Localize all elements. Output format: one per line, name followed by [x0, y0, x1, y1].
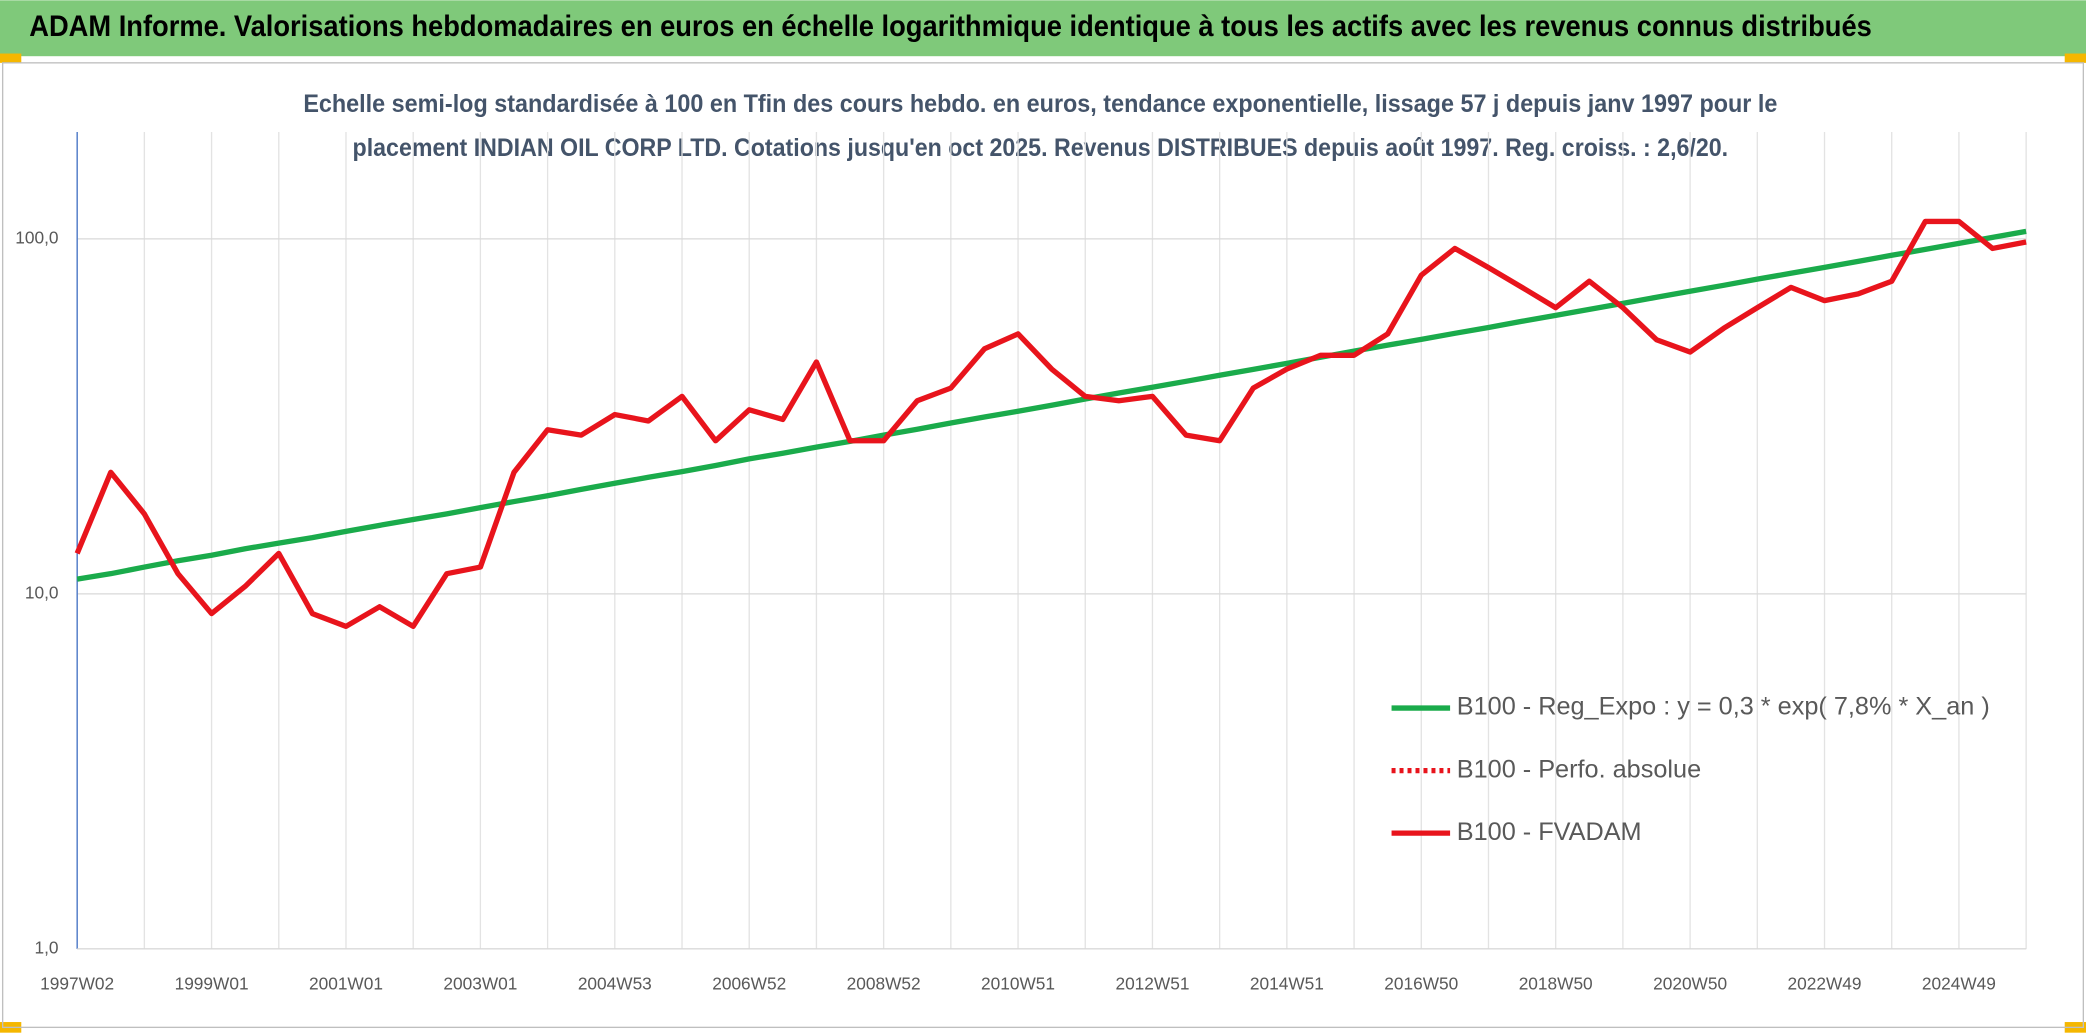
x-tick-label: 2006W52 — [712, 973, 786, 993]
x-tick-label: 2012W51 — [1115, 973, 1189, 993]
x-tick-label: 2018W50 — [1519, 973, 1593, 993]
legend-label: B100 - Reg_Expo : y = 0,3 * exp( 7,8% * … — [1457, 693, 1990, 721]
x-tick-label: 2022W49 — [1788, 973, 1862, 993]
x-tick-label: 2016W50 — [1384, 973, 1458, 993]
x-tick-label: 2003W01 — [443, 973, 517, 993]
x-tick-label: 2020W50 — [1653, 973, 1727, 993]
x-tick-label: 1999W01 — [175, 973, 249, 993]
chart-subtitle: placement INDIAN OIL CORP LTD. Cotations… — [353, 134, 1729, 162]
data-line — [76, 228, 2027, 582]
x-tick-label: 2010W51 — [981, 973, 1055, 993]
legend-label: B100 - Perfo. absolue — [1457, 755, 1701, 783]
y-tick-label: 100,0 — [15, 227, 58, 247]
x-tick-label: 2014W51 — [1250, 973, 1324, 993]
title-banner — [0, 0, 2086, 57]
y-tick-label: 10,0 — [25, 582, 59, 602]
chart-subtitle: Echelle semi-log standardisée à 100 en T… — [303, 90, 1777, 118]
x-tick-label: 2001W01 — [309, 973, 383, 993]
y-tick-label: 1,0 — [35, 937, 59, 957]
x-tick-label: 2008W52 — [847, 973, 921, 993]
legend-label: B100 - FVADAM — [1457, 818, 1642, 846]
data-line — [74, 218, 2027, 630]
x-tick-label: 1997W02 — [40, 973, 114, 993]
corner — [0, 53, 22, 63]
chart-title: ADAM Informe. Valorisations hebdomadaire… — [29, 11, 1872, 43]
x-tick-label: 2024W49 — [1922, 973, 1996, 993]
x-tick-label: 2004W53 — [578, 973, 652, 993]
chart-frame — [1, 62, 2085, 1029]
corner — [2064, 53, 2086, 63]
